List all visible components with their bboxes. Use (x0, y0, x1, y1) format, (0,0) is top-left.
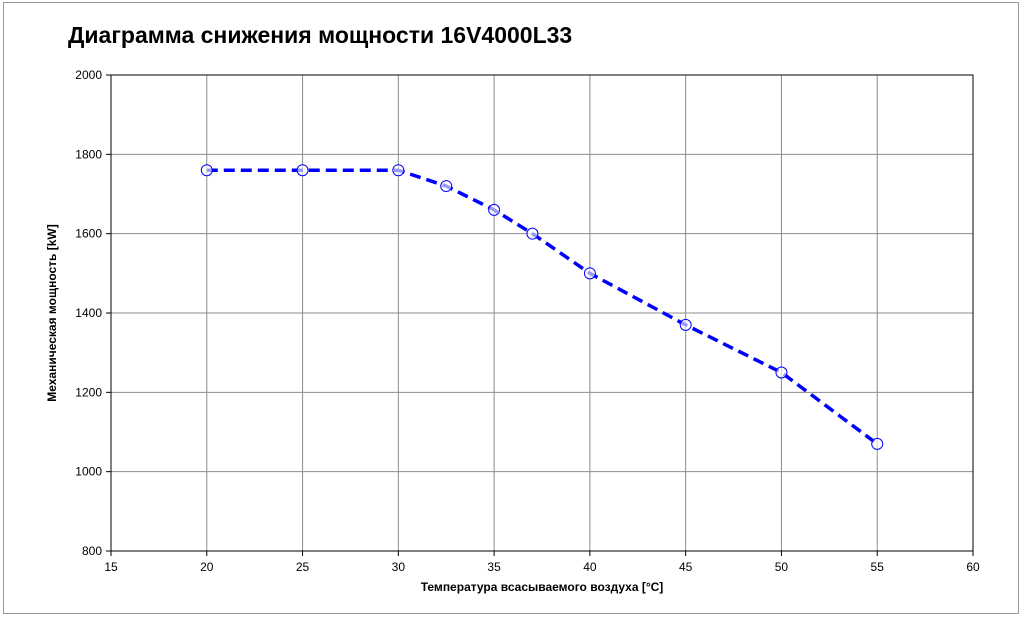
y-tick-label: 1000 (75, 465, 102, 479)
x-tick-label: 30 (392, 560, 406, 574)
x-tick-label: 60 (966, 560, 980, 574)
y-tick-label: 1400 (75, 306, 102, 320)
y-tick-label: 1800 (75, 147, 102, 161)
data-point (200, 164, 213, 177)
x-tick-label: 50 (775, 560, 789, 574)
series-line (206, 168, 879, 446)
x-tick-label: 40 (583, 560, 597, 574)
x-tick-label: 20 (200, 560, 214, 574)
x-axis-label: Температура всасываемого воздуха [°C] (421, 580, 664, 594)
y-tick-label: 2000 (75, 68, 102, 82)
data-point (526, 227, 539, 240)
y-tick-label: 1600 (75, 227, 102, 241)
data-point (440, 180, 453, 193)
series-group (200, 164, 884, 450)
data-point (583, 267, 596, 280)
y-tick-label: 1200 (75, 385, 102, 399)
x-tick-label: 15 (104, 560, 118, 574)
chart-title: Диаграмма снижения мощности 16V4000L33 (68, 22, 573, 48)
x-tick-label: 35 (487, 560, 501, 574)
data-point (488, 203, 501, 216)
x-axis-ticks: 15 20 25 30 35 40 45 50 55 60 (104, 551, 980, 574)
data-point (679, 318, 692, 331)
grid-lines (111, 75, 973, 551)
y-axis-label: Механическая мощность [kW] (45, 224, 59, 402)
data-point (392, 164, 405, 177)
y-axis-ticks: 800 1000 1200 1400 1600 1800 2000 (75, 68, 111, 558)
chart-frame (3, 2, 1019, 614)
x-tick-label: 55 (871, 560, 885, 574)
data-point (871, 437, 884, 450)
data-point (296, 164, 309, 177)
x-tick-label: 25 (296, 560, 310, 574)
data-point (775, 366, 788, 379)
x-tick-label: 45 (679, 560, 693, 574)
y-tick-label: 800 (82, 544, 102, 558)
